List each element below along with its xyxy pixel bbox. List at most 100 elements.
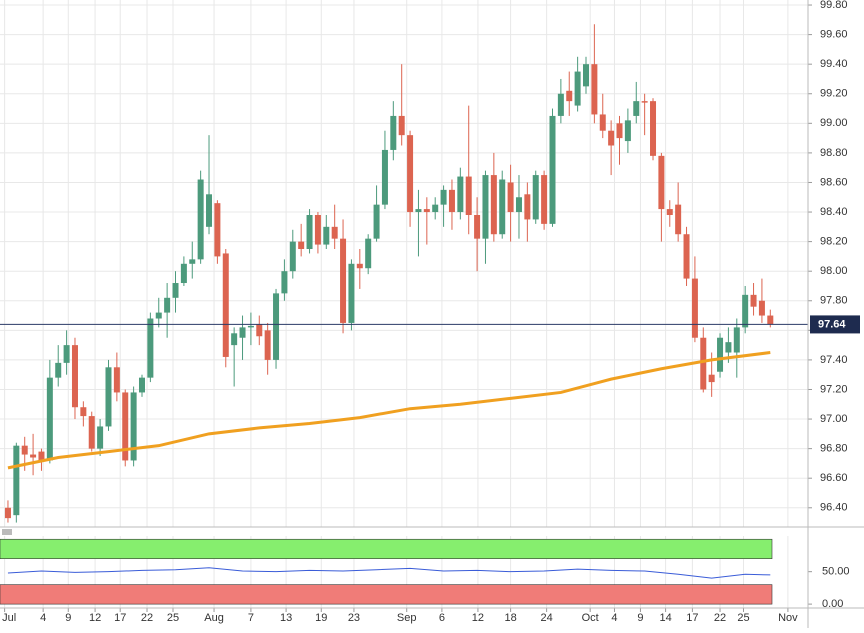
candle-body (507, 182, 514, 213)
candle-body (264, 330, 271, 360)
candle-body (440, 189, 447, 205)
plot (0, 24, 808, 605)
x-tick-label: 24 (541, 612, 553, 624)
indicator-zone (0, 584, 773, 605)
candle-body (247, 325, 254, 328)
x-tick-label: 12 (472, 612, 484, 624)
candle-body (206, 194, 213, 227)
candle-body (164, 297, 171, 313)
candle-body (465, 176, 472, 215)
x-tick-label: 13 (280, 612, 292, 624)
candle-body (742, 294, 749, 328)
last-price-label: 97.64 (818, 318, 846, 330)
candle-body (356, 263, 363, 269)
candle-body (490, 175, 497, 235)
candle-body (340, 238, 347, 323)
candle-body (566, 90, 573, 102)
x-tick-label: 23 (348, 612, 360, 624)
candle-body (524, 194, 531, 220)
last-price-box (810, 315, 860, 334)
candle-body (222, 253, 229, 357)
candle-body (155, 312, 162, 319)
candle-body (289, 241, 296, 272)
candle-body (582, 64, 589, 87)
candle-body (323, 226, 330, 245)
candle-body (482, 175, 489, 239)
x-tick-label: Sep (397, 612, 417, 624)
candle-body (105, 367, 112, 427)
candle-body (97, 426, 104, 449)
candle-body (273, 293, 280, 360)
x-tick-label: 19 (315, 612, 327, 624)
candle-body (13, 445, 20, 516)
indicator-zone (0, 538, 773, 560)
x-tick-label: 4 (611, 612, 617, 624)
candle-body (650, 101, 657, 156)
y-tick-label: 96.40 (820, 502, 848, 514)
candle-body (113, 367, 120, 393)
candle-body (314, 214, 321, 245)
x-tick-label: 17 (114, 612, 126, 624)
candle-body (532, 175, 539, 220)
candle-body (624, 120, 631, 142)
x-tick-label: Oct (582, 612, 599, 624)
candle-body (298, 241, 305, 250)
candle-body (591, 64, 598, 115)
candle-body (180, 263, 187, 284)
x-tick-label: 9 (65, 612, 71, 624)
candle-body (130, 392, 137, 461)
x-tick-label: 22 (714, 612, 726, 624)
candle-body (415, 209, 422, 213)
candle-body (331, 226, 338, 239)
candle-body (708, 374, 715, 383)
x-tick-label: 7 Jul (0, 612, 16, 624)
x-tick-label: 22 (141, 612, 153, 624)
candle-body (666, 209, 673, 215)
x-tick-label: 25 (737, 612, 749, 624)
y-tick-label: 99.20 (820, 88, 848, 100)
candle-body (574, 71, 581, 106)
candle-body (457, 176, 464, 213)
candle-body (515, 197, 522, 213)
y-tick-label: 99.40 (820, 58, 848, 70)
candle-body (38, 451, 45, 461)
y-tick-label: 96.60 (820, 472, 848, 484)
candle-body (608, 130, 615, 146)
y-tick-label: 99.60 (820, 29, 848, 41)
candle-body (63, 345, 70, 363)
candle-body (231, 333, 238, 346)
x-tick-label: 4 (40, 612, 46, 624)
candle-body (21, 445, 28, 455)
candle-body (189, 259, 196, 264)
x-tick-label: Aug (204, 612, 224, 624)
y-tick-label: 0.00 (822, 598, 843, 610)
candle-body (71, 345, 78, 408)
candle-body (407, 135, 414, 213)
indicator-line (7, 567, 771, 579)
candle-body (214, 203, 221, 257)
candle-body (256, 324, 263, 337)
candle-body (365, 238, 372, 269)
candle-body (448, 189, 455, 213)
candle-body (717, 337, 724, 372)
candle-body (381, 149, 388, 205)
y-tick-label: 98.40 (820, 206, 848, 218)
candle-body (750, 294, 757, 307)
x-tick-label: 6 (439, 612, 445, 624)
candle-body (432, 204, 439, 213)
x-tick-label: 14 (659, 612, 671, 624)
x-tick-label: 12 (89, 612, 101, 624)
candle-body (373, 204, 380, 239)
x-tick-label: 9 (637, 612, 643, 624)
candle-body (423, 209, 430, 213)
x-tick-label: 7 (248, 612, 254, 624)
y-tick-label: 98.80 (820, 147, 848, 159)
y-tick-label: 99.80 (820, 0, 848, 11)
candle-body (390, 115, 397, 150)
candle-body (172, 283, 179, 298)
candle-body (138, 377, 145, 393)
y-tick-label: 97.40 (820, 354, 848, 366)
candle-body (633, 101, 640, 116)
